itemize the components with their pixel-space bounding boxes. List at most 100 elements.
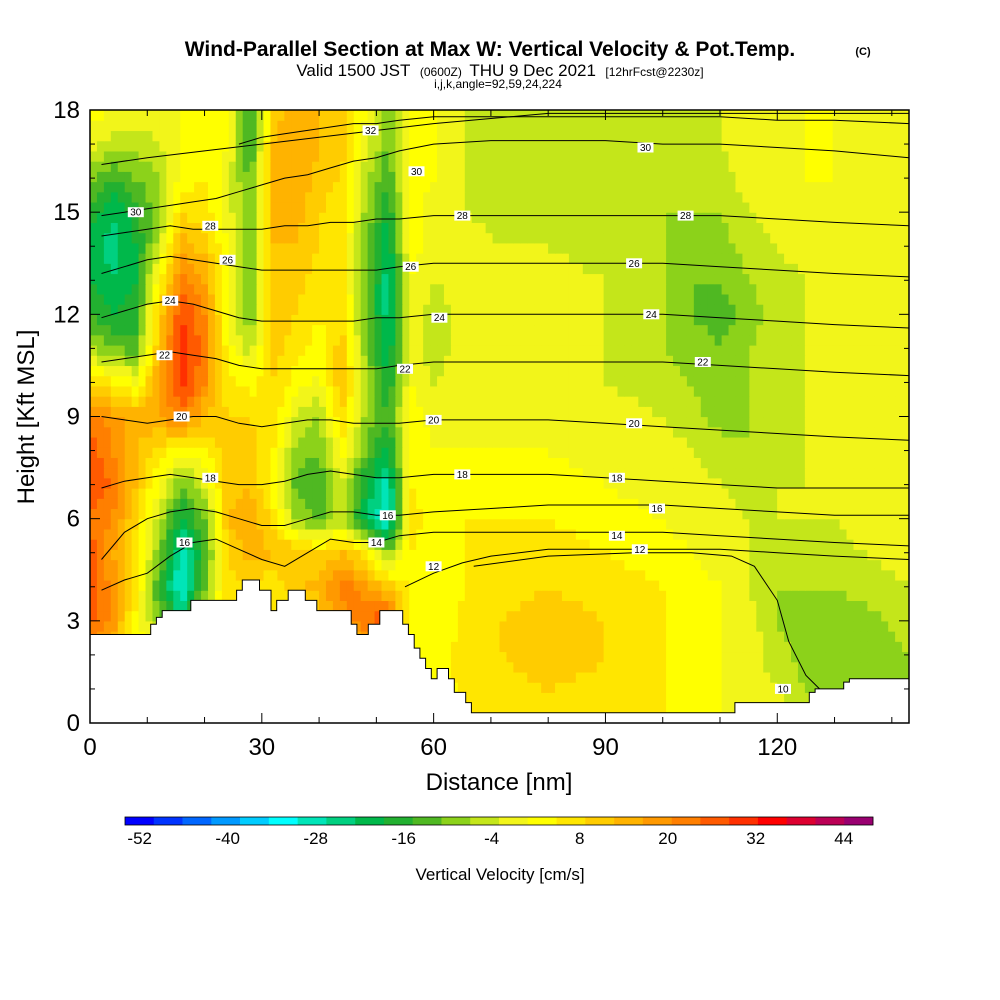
velocity-cell (235, 549, 244, 561)
velocity-cell (305, 293, 313, 305)
velocity-cell (568, 641, 577, 653)
velocity-cell (804, 671, 813, 683)
velocity-cell (520, 498, 528, 510)
velocity-cell (763, 416, 771, 428)
velocity-cell (450, 579, 459, 591)
velocity-cell (749, 682, 757, 693)
velocity-cell (506, 620, 514, 632)
velocity-cell (693, 539, 702, 550)
velocity-cell (332, 355, 341, 367)
velocity-cell (201, 488, 209, 499)
velocity-cell (124, 355, 133, 367)
velocity-cell (145, 324, 154, 336)
velocity-cell (686, 590, 695, 601)
velocity-cell (714, 528, 723, 540)
velocity-cell (201, 528, 209, 540)
velocity-cell (666, 528, 674, 540)
velocity-cell (742, 528, 750, 540)
velocity-cell (895, 610, 903, 622)
velocity-cell (110, 610, 119, 622)
velocity-cell (735, 293, 744, 305)
velocity-cell (825, 528, 834, 540)
velocity-cell (90, 385, 98, 397)
velocity-cell (520, 293, 528, 305)
velocity-cell (561, 447, 570, 458)
velocity-cell (791, 406, 799, 418)
velocity-cell (777, 436, 785, 448)
velocity-cell (825, 334, 834, 346)
velocity-cell (568, 416, 577, 428)
velocity-cell (443, 579, 452, 591)
velocity-cell (346, 416, 355, 428)
velocity-cell (797, 304, 806, 315)
velocity-cell (721, 620, 730, 632)
velocity-cell (312, 549, 320, 561)
velocity-cell (263, 334, 272, 346)
velocity-cell (624, 641, 632, 653)
velocity-cell (839, 293, 848, 305)
velocity-cell (679, 641, 688, 653)
velocity-cell (159, 365, 167, 377)
velocity-cell (777, 508, 785, 520)
velocity-cell (339, 385, 348, 397)
velocity-cell (485, 682, 494, 693)
velocity-cell (159, 488, 167, 499)
velocity-cell (319, 396, 327, 407)
velocity-cell (492, 559, 501, 571)
velocity-cell (506, 304, 514, 315)
velocity-cell (888, 314, 896, 326)
velocity-cell (686, 324, 695, 336)
velocity-cell (520, 396, 528, 407)
velocity-cell (277, 518, 285, 530)
velocity-cell (693, 661, 702, 673)
velocity-cell (166, 579, 174, 591)
velocity-cell (423, 549, 431, 561)
velocity-cell (173, 355, 181, 367)
velocity-cell (555, 334, 563, 346)
velocity-cell (110, 620, 119, 632)
velocity-cell (617, 549, 626, 561)
velocity-cell (277, 579, 285, 591)
velocity-cell (777, 344, 785, 356)
velocity-cell (145, 344, 154, 356)
velocity-cell (693, 344, 702, 356)
velocity-cell (770, 344, 778, 356)
velocity-cell (443, 528, 452, 540)
velocity-cell (659, 396, 667, 407)
velocity-cell (284, 426, 292, 438)
velocity-cell (319, 355, 327, 367)
velocity-cell (659, 631, 667, 642)
velocity-cell (110, 488, 119, 499)
velocity-cell (811, 406, 820, 418)
velocity-cell (679, 396, 688, 407)
velocity-cell (610, 549, 619, 561)
velocity-cell (548, 426, 556, 438)
velocity-cell (360, 406, 369, 418)
velocity-cell (437, 641, 445, 653)
velocity-cell (825, 324, 834, 336)
velocity-cell (617, 702, 626, 714)
velocity-cell (784, 610, 792, 622)
velocity-cell (492, 406, 501, 418)
velocity-cell (770, 457, 778, 469)
velocity-cell (777, 651, 785, 663)
velocity-cell (228, 559, 237, 571)
velocity-cell (256, 406, 265, 418)
velocity-cell (541, 620, 549, 632)
velocity-cell (561, 610, 570, 622)
velocity-cell (756, 508, 764, 520)
velocity-cell (360, 488, 369, 499)
velocity-cell (381, 569, 390, 581)
velocity-cell (763, 324, 771, 336)
velocity-cell (506, 671, 514, 683)
velocity-cell (721, 641, 730, 653)
velocity-cell (610, 457, 619, 469)
velocity-cell (721, 702, 730, 714)
velocity-cell (201, 293, 209, 305)
velocity-cell (235, 498, 244, 510)
velocity-cell (631, 518, 639, 530)
velocity-cell (90, 549, 98, 561)
velocity-cell (381, 518, 390, 530)
velocity-cell (430, 344, 438, 356)
